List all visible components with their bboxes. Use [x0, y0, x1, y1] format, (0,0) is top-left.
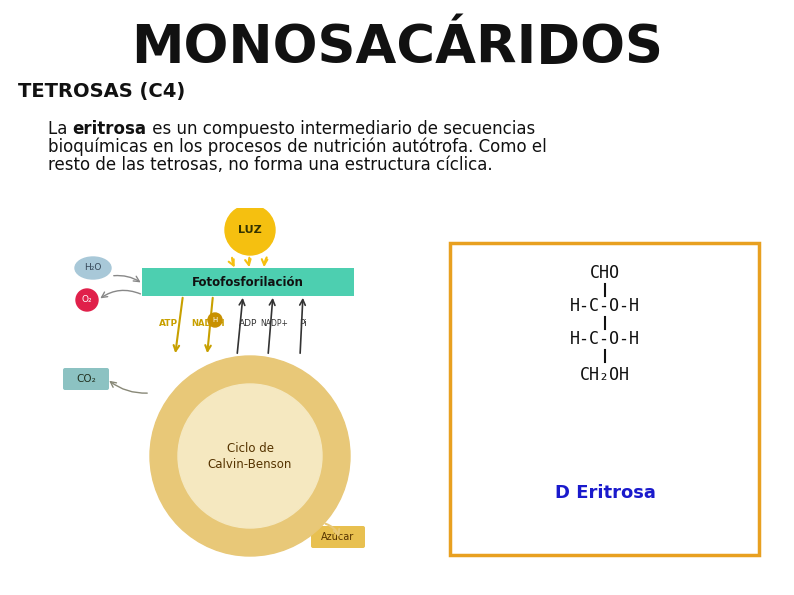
- Text: NADPH: NADPH: [191, 319, 225, 328]
- Text: Pi: Pi: [299, 319, 306, 328]
- Text: Calvin-Benson: Calvin-Benson: [208, 459, 292, 471]
- Text: ADP: ADP: [239, 319, 257, 328]
- FancyBboxPatch shape: [63, 368, 109, 390]
- Text: H-C-O-H: H-C-O-H: [570, 330, 640, 348]
- Text: NADP+: NADP+: [260, 319, 288, 328]
- Text: O₂: O₂: [82, 296, 92, 305]
- Text: H-C-O-H: H-C-O-H: [570, 297, 640, 315]
- Text: eritrosa: eritrosa: [72, 120, 147, 138]
- Circle shape: [208, 313, 222, 327]
- Text: es un compuesto intermediario de secuencias: es un compuesto intermediario de secuenc…: [147, 120, 535, 138]
- Text: CHO: CHO: [590, 264, 620, 282]
- Text: resto de las tetrosas, no forma una estructura cíclica.: resto de las tetrosas, no forma una estr…: [48, 156, 492, 174]
- Text: Ciclo de: Ciclo de: [226, 441, 273, 455]
- Text: ATP: ATP: [159, 319, 178, 328]
- Text: Azúcar: Azúcar: [322, 532, 355, 542]
- FancyBboxPatch shape: [450, 243, 759, 555]
- FancyBboxPatch shape: [142, 268, 354, 296]
- Text: Fotofosforilación: Fotofosforilación: [192, 275, 304, 289]
- Text: CO₂: CO₂: [76, 374, 96, 384]
- Text: MONOSACÁRIDOS: MONOSACÁRIDOS: [131, 22, 663, 74]
- Text: CH₂OH: CH₂OH: [580, 366, 630, 384]
- Text: H₂O: H₂O: [84, 264, 102, 273]
- Text: LUZ: LUZ: [238, 225, 262, 235]
- Text: bioquímicas en los procesos de nutrición autótrofa. Como el: bioquímicas en los procesos de nutrición…: [48, 138, 547, 156]
- Circle shape: [178, 384, 322, 528]
- FancyBboxPatch shape: [311, 526, 365, 548]
- Circle shape: [225, 205, 275, 255]
- Text: D Eritrosa: D Eritrosa: [554, 484, 655, 502]
- Text: TETROSAS (C4): TETROSAS (C4): [18, 83, 185, 102]
- Ellipse shape: [75, 257, 111, 279]
- Circle shape: [76, 289, 98, 311]
- Circle shape: [150, 356, 350, 556]
- Text: H: H: [212, 317, 218, 323]
- Text: La: La: [48, 120, 72, 138]
